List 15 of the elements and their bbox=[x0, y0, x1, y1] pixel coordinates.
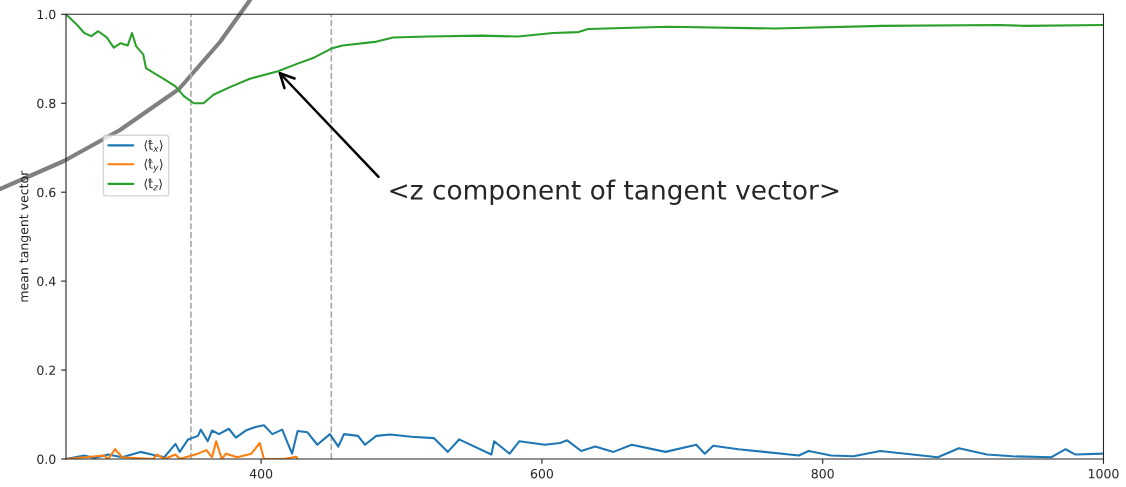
legend-label: ⟨t̂$_{z}$⟩ bbox=[144, 178, 162, 191]
y-axis-title: mean tangent vector bbox=[19, 170, 31, 302]
x-tick-label: 800 bbox=[811, 468, 834, 479]
x-tick-label: 400 bbox=[249, 468, 273, 479]
x-tick-label: 600 bbox=[530, 468, 554, 479]
annotation: <z component of tangent vector> bbox=[390, 179, 839, 205]
y-tick-label: 0.8 bbox=[37, 98, 56, 109]
legend-label: ⟨t̂$_{y}$⟩ bbox=[144, 158, 163, 173]
y-tick-label: 0.2 bbox=[37, 365, 56, 375]
y-tick-label: 0.4 bbox=[37, 276, 56, 287]
y-tick-label: 0.6 bbox=[37, 187, 56, 198]
x-tick-label: 1000 bbox=[1088, 468, 1119, 479]
legend-label: ⟨t̂$_{x}$⟩ bbox=[144, 139, 163, 152]
y-tick-label: 0.0 bbox=[37, 454, 56, 464]
y-tick-label: 1.0 bbox=[37, 9, 56, 20]
